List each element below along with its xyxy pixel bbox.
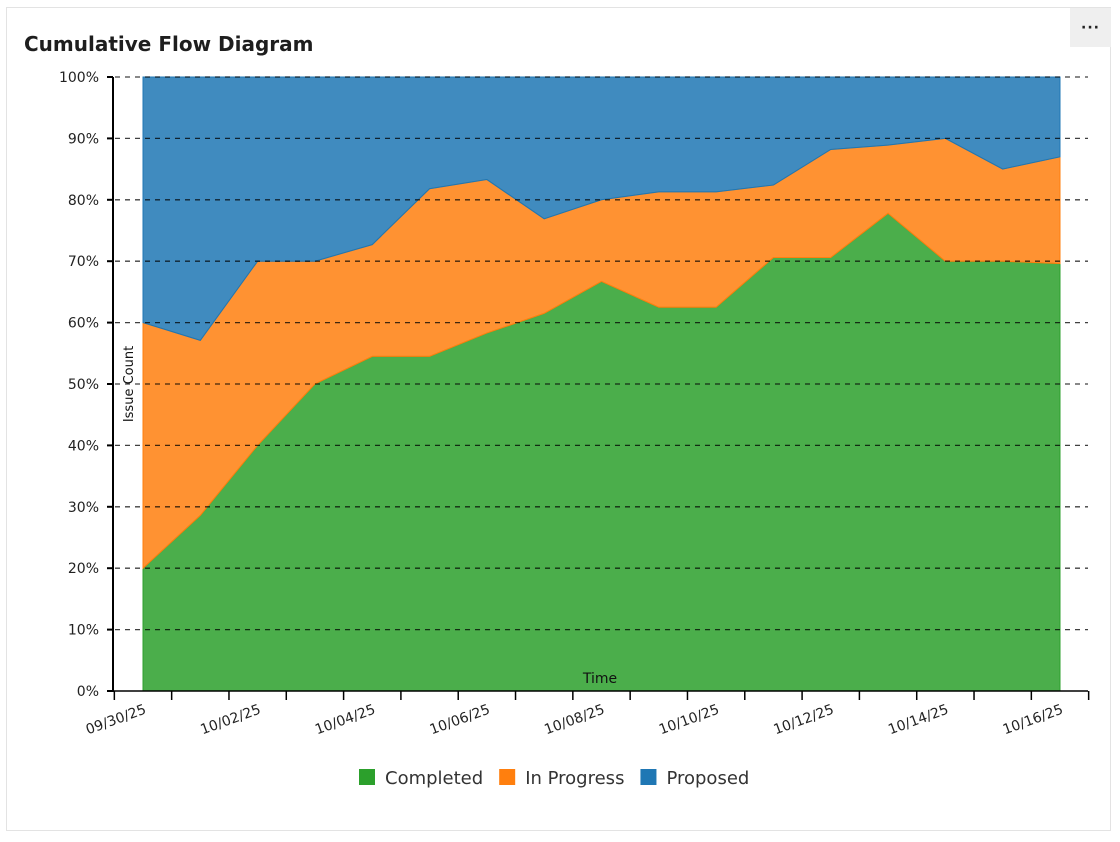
y-tick-label: 20% — [68, 561, 99, 577]
legend-label: Proposed — [666, 768, 749, 789]
x-tick-label: 10/02/25 — [198, 702, 263, 739]
chart-title: Cumulative Flow Diagram — [24, 32, 314, 56]
x-tick-label: 10/04/25 — [313, 702, 378, 739]
y-tick-label: 40% — [68, 438, 99, 454]
y-axis-label: Issue Count — [122, 346, 137, 422]
y-tick-label: 10% — [68, 623, 99, 639]
y-tick-label: 60% — [68, 316, 99, 332]
y-tick-label: 80% — [68, 193, 99, 209]
x-tick-label: 10/08/25 — [542, 702, 607, 739]
y-tick-label: 50% — [68, 377, 99, 393]
x-tick-label: 10/12/25 — [772, 702, 837, 739]
x-tick-label: 09/30/25 — [84, 702, 149, 739]
x-tick-label: 10/06/25 — [428, 702, 493, 739]
y-tick-label: 100% — [59, 70, 99, 86]
x-axis-label: Time — [582, 671, 617, 687]
x-tick-label: 10/16/25 — [1001, 702, 1066, 739]
y-tick-label: 0% — [77, 684, 99, 700]
legend: Completed In Progress Proposed — [359, 768, 749, 789]
legend-swatch-proposed — [640, 769, 657, 785]
legend-label: Completed — [385, 768, 483, 789]
y-tick-label: 30% — [68, 500, 99, 516]
y-tick-label: 70% — [68, 254, 99, 270]
legend-swatch-completed — [359, 769, 375, 785]
legend-swatch-in-progress — [499, 769, 516, 785]
legend-label: In Progress — [525, 768, 624, 789]
x-tick-label: 10/14/25 — [886, 702, 951, 739]
y-tick-label: 90% — [68, 131, 99, 147]
more-options-button[interactable]: ··· — [1070, 8, 1111, 47]
ellipsis-icon: ··· — [1081, 19, 1100, 36]
x-tick-label: 10/10/25 — [657, 702, 722, 739]
